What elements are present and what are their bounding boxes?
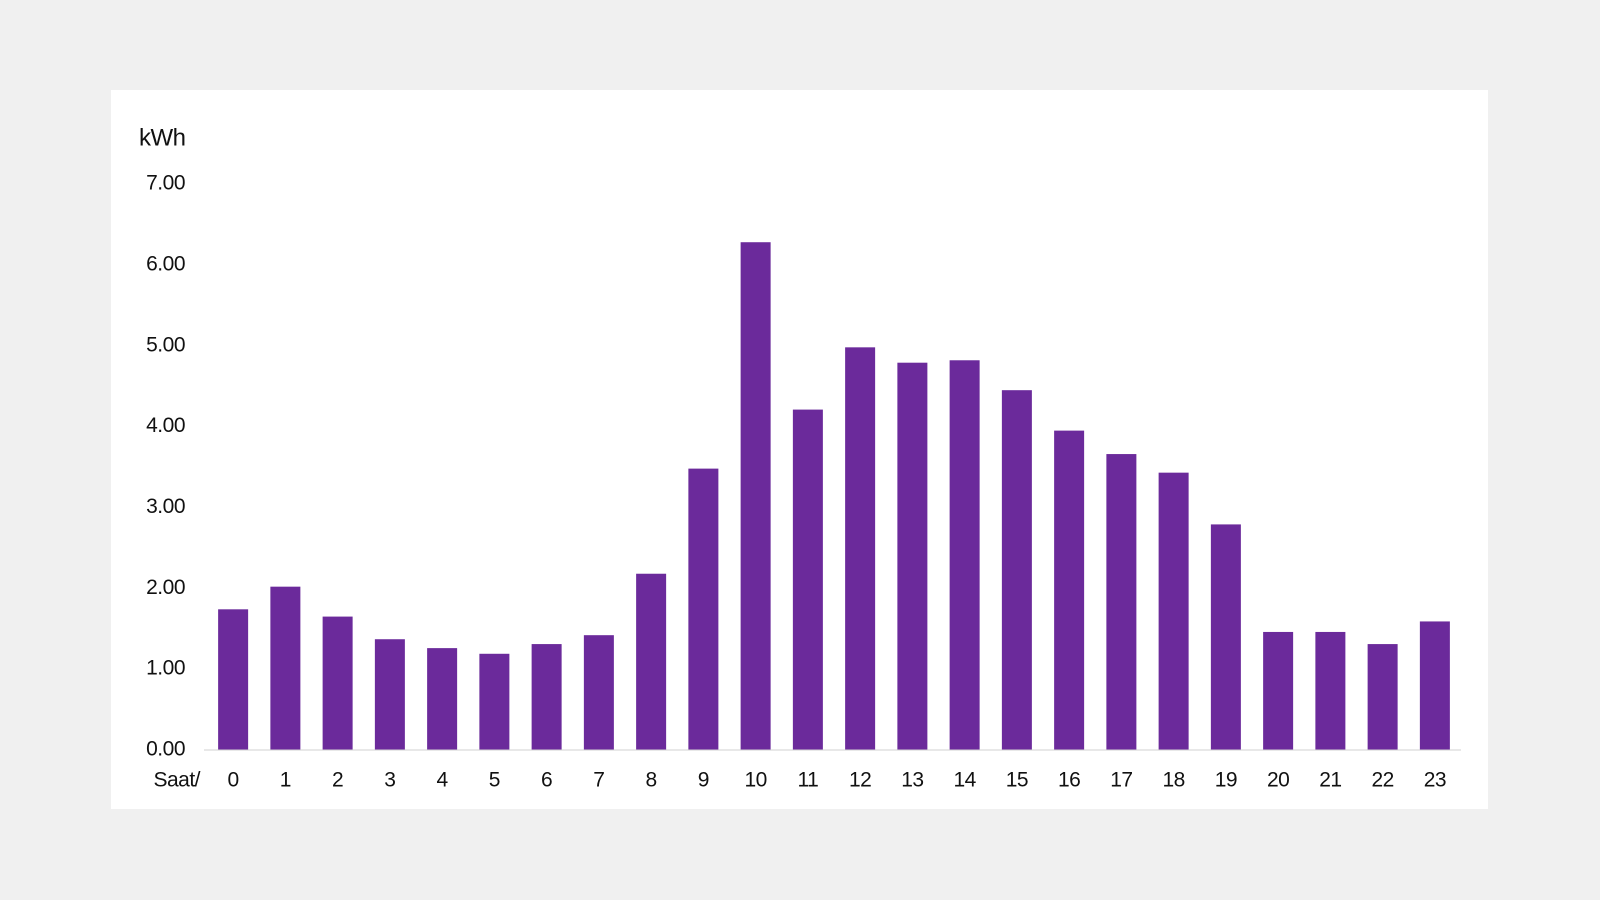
bar	[740, 242, 771, 750]
bar	[897, 362, 928, 750]
bar	[1210, 524, 1241, 750]
bar	[1158, 472, 1189, 750]
bar	[949, 360, 980, 750]
x-tick-label: 12	[849, 769, 871, 792]
x-tick-label: 4	[437, 769, 449, 792]
bar	[636, 573, 667, 750]
x-tick-label: 18	[1162, 769, 1184, 792]
bar	[374, 639, 405, 750]
x-tick-label: 20	[1267, 769, 1289, 792]
x-tick-label: 23	[1424, 769, 1446, 792]
bar	[845, 347, 876, 750]
x-tick-label: 7	[593, 769, 604, 792]
x-tick-label: 17	[1110, 769, 1132, 792]
y-tick-label: 3.00	[146, 495, 185, 518]
x-tick-label: 2	[332, 769, 343, 792]
bar	[270, 586, 301, 750]
x-tick-label: 11	[797, 769, 818, 792]
bar	[583, 635, 614, 750]
y-tick-label: 5.00	[146, 333, 185, 356]
bar	[531, 644, 562, 750]
bar	[792, 409, 823, 750]
x-tick-label: 1	[280, 769, 291, 792]
y-tick-label: 7.00	[146, 172, 185, 195]
x-tick-label: 8	[646, 769, 657, 792]
bar	[688, 468, 719, 750]
x-tick-label: 6	[541, 769, 552, 792]
y-tick-label: 6.00	[146, 252, 185, 275]
y-unit: kWh	[139, 124, 186, 151]
x-tick-label: 3	[384, 769, 395, 792]
bar	[427, 648, 458, 750]
bar	[1001, 390, 1032, 750]
y-tick-label: 0.00	[146, 738, 185, 761]
y-tick-label: 4.00	[146, 414, 185, 437]
x-tick-label: 16	[1058, 769, 1080, 792]
x-tick-label: 14	[953, 769, 976, 792]
bar	[1263, 631, 1294, 750]
y-tick-label: 1.00	[146, 657, 185, 680]
x-tick-label: 22	[1371, 769, 1393, 792]
x-tick-label: 9	[698, 769, 709, 792]
x-tick-label: 15	[1006, 769, 1028, 792]
x-axis-label: Saat/	[153, 769, 200, 792]
x-tick-label: 13	[901, 769, 923, 792]
x-tick-label: 0	[228, 769, 239, 792]
bar	[479, 653, 510, 750]
x-tick-label: 19	[1215, 769, 1237, 792]
bar	[1054, 430, 1085, 750]
bar	[1367, 644, 1398, 750]
x-tick-label: 5	[489, 769, 500, 792]
bar	[218, 609, 249, 750]
x-tick-label: 10	[744, 769, 766, 792]
bar	[1315, 631, 1346, 750]
bar	[322, 616, 353, 750]
y-tick-label: 2.00	[146, 576, 185, 599]
bar	[1419, 621, 1450, 750]
bar	[1106, 454, 1137, 750]
x-tick-label: 21	[1319, 769, 1341, 792]
